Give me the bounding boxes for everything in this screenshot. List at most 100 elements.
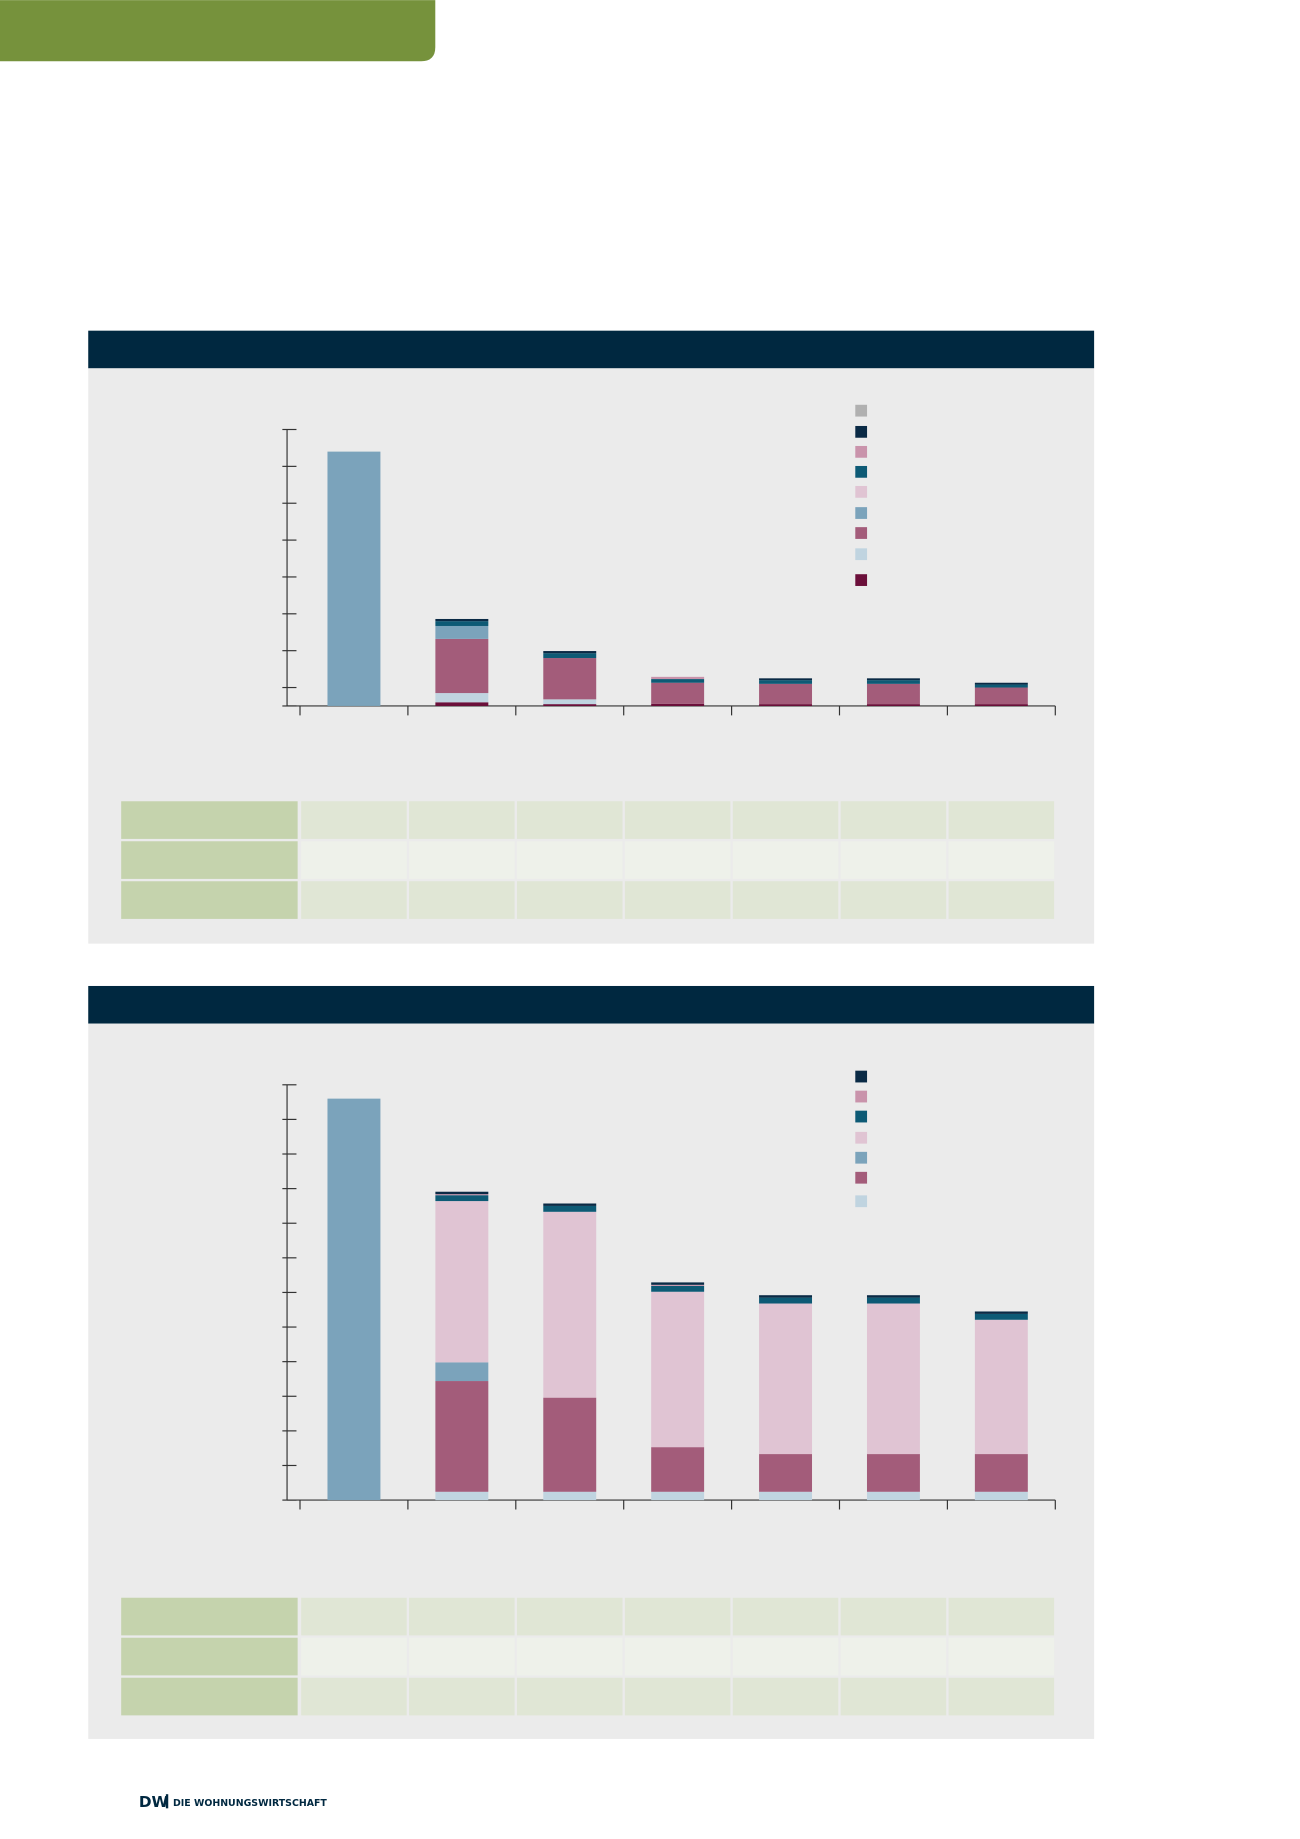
bar-segment <box>543 699 597 705</box>
legend-swatch <box>855 1090 868 1103</box>
bar-segment <box>651 1491 705 1501</box>
legend-swatch <box>855 1070 868 1083</box>
bar-segment <box>435 621 489 626</box>
table-cell <box>732 801 839 839</box>
table-cell <box>732 1677 839 1716</box>
bar-segment <box>543 1211 597 1398</box>
bar-segment <box>974 1491 1028 1501</box>
bar-segment <box>543 658 597 700</box>
bar-segment <box>651 1285 705 1292</box>
table-cell <box>732 1637 839 1676</box>
legend-swatch <box>855 485 868 498</box>
table-cell <box>624 841 731 879</box>
bar-segment <box>866 704 920 706</box>
bar-segment <box>327 1098 381 1501</box>
table-row-header <box>121 801 298 839</box>
table-row-header <box>121 881 298 919</box>
bar-segment <box>327 451 381 706</box>
table-row-header <box>121 1677 298 1716</box>
bar-segment <box>974 704 1028 706</box>
table-cell <box>948 841 1055 879</box>
table-row-header <box>121 1637 298 1676</box>
bar-segment <box>435 625 489 639</box>
bar-segment <box>759 1297 813 1304</box>
bar-segment <box>651 703 705 706</box>
bar-segment <box>651 1284 705 1286</box>
footer-logo: DW <box>139 1793 169 1811</box>
bar-segment <box>435 1201 489 1363</box>
section-tab <box>0 0 436 62</box>
bar-segment <box>974 1454 1028 1492</box>
bar-segment <box>866 683 920 705</box>
table-cell <box>948 881 1055 919</box>
bar-segment <box>866 1295 920 1298</box>
bar-segment <box>435 1194 489 1196</box>
bar-segment <box>435 1195 489 1202</box>
legend-swatch <box>855 527 868 539</box>
table-cell <box>409 841 515 879</box>
bar-segment <box>759 680 813 684</box>
bar-segment <box>974 684 1028 688</box>
table-cell <box>409 1637 515 1676</box>
bar-segment <box>866 1297 920 1304</box>
bar-segment <box>974 1319 1028 1455</box>
table-cell <box>840 1597 947 1636</box>
table-cell <box>840 801 947 839</box>
bar-segment <box>759 683 813 705</box>
table-cell <box>516 801 623 839</box>
table-cell <box>301 801 407 839</box>
bar-segment <box>866 1491 920 1501</box>
table-cell <box>624 1677 731 1716</box>
table-cell <box>624 1597 731 1636</box>
footer-divider <box>165 1794 169 1809</box>
table-cell <box>732 881 839 919</box>
table-cell <box>516 881 623 919</box>
table-cell <box>840 841 947 879</box>
legend-swatch <box>855 1151 868 1164</box>
bar-segment <box>651 1282 705 1285</box>
bar-segment <box>435 693 489 703</box>
bar-segment <box>435 638 489 694</box>
bar-segment <box>759 678 813 681</box>
table-cell <box>840 881 947 919</box>
legend-swatch <box>855 1195 868 1208</box>
table-cell <box>948 1637 1055 1676</box>
bar-segment <box>866 678 920 681</box>
bar-segment <box>759 1491 813 1501</box>
bar-segment <box>651 676 705 680</box>
table-cell <box>301 881 407 919</box>
bar-segment <box>651 682 705 704</box>
bar-segment <box>974 687 1028 705</box>
bar-segment <box>435 1191 489 1195</box>
bar-segment <box>651 1447 705 1492</box>
legend-swatch <box>855 574 868 586</box>
bar-segment <box>435 702 489 706</box>
legend-swatch <box>855 1171 868 1184</box>
table-cell <box>516 1637 623 1676</box>
bar-segment <box>866 1454 920 1492</box>
table-cell <box>732 1597 839 1636</box>
bar-segment <box>651 679 705 683</box>
bar-segment <box>435 1362 489 1382</box>
bar-segment <box>435 618 489 622</box>
legend-swatch <box>855 507 868 519</box>
bar-segment <box>543 1491 597 1501</box>
bar-segment <box>543 653 597 659</box>
table-cell <box>624 801 731 839</box>
legend-swatch <box>855 465 868 478</box>
table-cell <box>409 1597 515 1636</box>
legend-swatch <box>855 445 868 458</box>
bar-segment <box>543 1205 597 1212</box>
table-cell <box>840 1677 947 1716</box>
bar-segment <box>759 1295 813 1298</box>
table-cell <box>301 841 407 879</box>
table-row-header <box>121 1597 298 1636</box>
bar-segment <box>435 1381 489 1492</box>
bar-segment <box>866 680 920 684</box>
table-cell <box>516 841 623 879</box>
bar-segment <box>651 1291 705 1448</box>
legend-swatch <box>855 425 868 438</box>
bar-segment <box>543 1203 597 1206</box>
bar-segment <box>543 651 597 654</box>
table-cell <box>516 1677 623 1716</box>
